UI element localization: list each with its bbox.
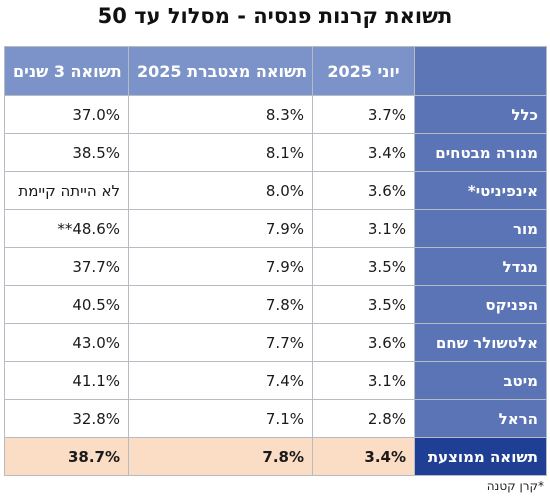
table-row: לא הייתה קיימת 8.0% 3.6% אינפיניטי* (4, 171, 547, 210)
cell-june-2025: 3.7% (312, 95, 415, 134)
header-fund-name (414, 46, 547, 96)
cell-three-years: 32.8% (4, 399, 129, 438)
cell-cumulative-2025: 7.8% (128, 285, 313, 324)
cell-cumulative-2025: 7.9% (128, 209, 313, 248)
cell-cumulative-2025: 7.9% (128, 247, 313, 286)
cell-june-2025: 3.1% (312, 209, 415, 248)
average-june-2025: 3.4% (312, 437, 415, 476)
table-header-row: תשואה 3 שנים תשואה מצטברת 2025 יוני 2025 (4, 46, 547, 96)
table-row: 37.7% 7.9% 3.5% מגדל (4, 247, 547, 286)
cell-june-2025: 3.6% (312, 323, 415, 362)
cell-june-2025: 3.4% (312, 133, 415, 172)
cell-three-years: 37.7% (4, 247, 129, 286)
table-row: 32.8% 7.1% 2.8% הראל (4, 399, 547, 438)
cell-three-years: 43.0% (4, 323, 129, 362)
cell-june-2025: 3.5% (312, 247, 415, 286)
cell-june-2025: 3.5% (312, 285, 415, 324)
header-june-2025: יוני 2025 (312, 46, 415, 96)
table-row: 40.5% 7.8% 3.5% הפניקס (4, 285, 547, 324)
cell-three-years: 37.0% (4, 95, 129, 134)
cell-cumulative-2025: 7.1% (128, 399, 313, 438)
average-label: תשואה ממוצעת (414, 437, 547, 476)
header-cumulative-2025: תשואה מצטברת 2025 (128, 46, 313, 96)
header-three-years: תשואה 3 שנים (4, 46, 129, 96)
cell-cumulative-2025: 7.7% (128, 323, 313, 362)
cell-three-years: 41.1% (4, 361, 129, 400)
returns-table: תשואה 3 שנים תשואה מצטברת 2025 יוני 2025… (4, 46, 547, 476)
average-row: 38.7% 7.8% 3.4% תשואה ממוצעת (4, 437, 547, 476)
cell-fund-name: מור (414, 209, 547, 248)
table-row: 43.0% 7.7% 3.6% אלטשולר שחם (4, 323, 547, 362)
table-row: 41.1% 7.4% 3.1% מיטב (4, 361, 547, 400)
cell-cumulative-2025: 8.1% (128, 133, 313, 172)
average-three-years: 38.7% (4, 437, 129, 476)
footnote: *קרן קטנה (486, 479, 544, 493)
cell-cumulative-2025: 8.3% (128, 95, 313, 134)
cell-fund-name: הראל (414, 399, 547, 438)
cell-june-2025: 3.6% (312, 171, 415, 210)
table-row: 48.6%** 7.9% 3.1% מור (4, 209, 547, 248)
cell-three-years: 40.5% (4, 285, 129, 324)
table-row: 37.0% 8.3% 3.7% כלל (4, 95, 547, 134)
cell-fund-name: אלטשולר שחם (414, 323, 547, 362)
cell-cumulative-2025: 7.4% (128, 361, 313, 400)
cell-june-2025: 3.1% (312, 361, 415, 400)
cell-fund-name: מגדל (414, 247, 547, 286)
page-title: תשואת קרנות פנסיה - מסלול עד 50 (97, 4, 453, 28)
cell-fund-name: מיטב (414, 361, 547, 400)
cell-fund-name: אינפיניטי* (414, 171, 547, 210)
cell-three-years: 38.5% (4, 133, 129, 172)
cell-three-years: 48.6%** (4, 209, 129, 248)
cell-fund-name: כלל (414, 95, 547, 134)
table-row: 38.5% 8.1% 3.4% מנורה מבטחים (4, 133, 547, 172)
average-cumulative-2025: 7.8% (128, 437, 313, 476)
cell-june-2025: 2.8% (312, 399, 415, 438)
cell-cumulative-2025: 8.0% (128, 171, 313, 210)
cell-three-years: לא הייתה קיימת (4, 171, 129, 210)
cell-fund-name: הפניקס (414, 285, 547, 324)
cell-fund-name: מנורה מבטחים (414, 133, 547, 172)
